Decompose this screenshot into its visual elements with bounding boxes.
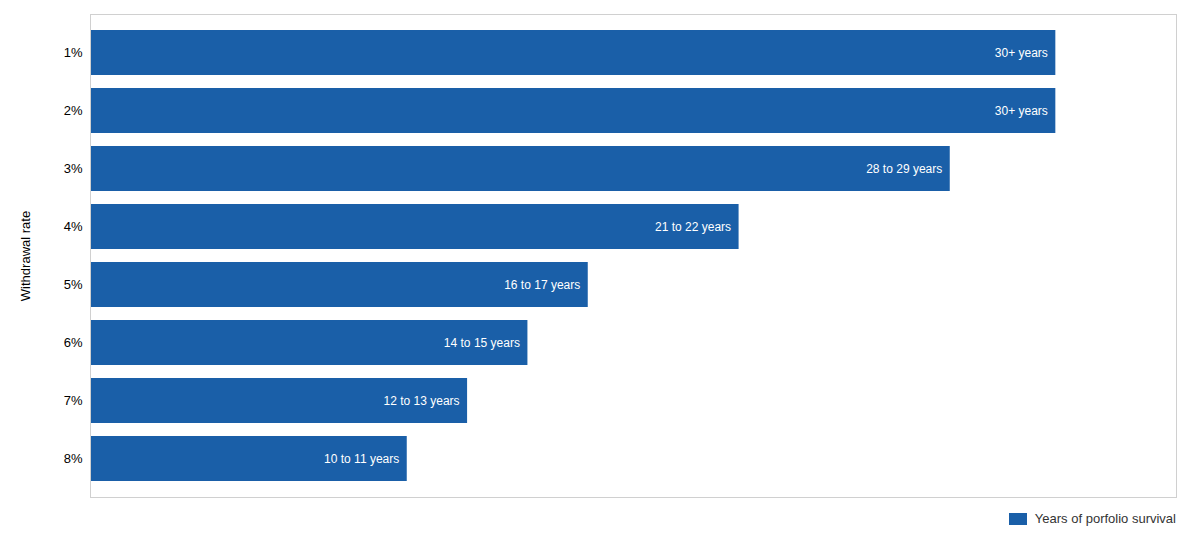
- svg-text:16 to 17 years: 16 to 17 years: [504, 278, 580, 292]
- svg-text:14 to 15 years: 14 to 15 years: [444, 336, 520, 350]
- svg-text:1%: 1%: [64, 45, 83, 60]
- svg-text:6%: 6%: [64, 335, 83, 350]
- svg-text:30+ years: 30+ years: [995, 104, 1048, 118]
- svg-text:7%: 7%: [64, 393, 83, 408]
- svg-text:8%: 8%: [64, 451, 83, 466]
- svg-text:28 to 29 years: 28 to 29 years: [866, 162, 942, 176]
- svg-text:Withdrawal rate: Withdrawal rate: [18, 211, 33, 301]
- svg-text:4%: 4%: [64, 219, 83, 234]
- svg-text:10 to 11 years: 10 to 11 years: [324, 452, 399, 466]
- svg-text:2%: 2%: [64, 103, 83, 118]
- svg-text:3%: 3%: [64, 161, 83, 176]
- svg-text:21 to 22 years: 21 to 22 years: [655, 220, 731, 234]
- html-text:Years of porfolio survival: Years of porfolio survival: [1034, 511, 1176, 526]
- svg-text:30+ years: 30+ years: [995, 46, 1048, 60]
- svg-text:5%: 5%: [64, 277, 83, 292]
- svg-text:12 to 13 years: 12 to 13 years: [384, 394, 460, 408]
